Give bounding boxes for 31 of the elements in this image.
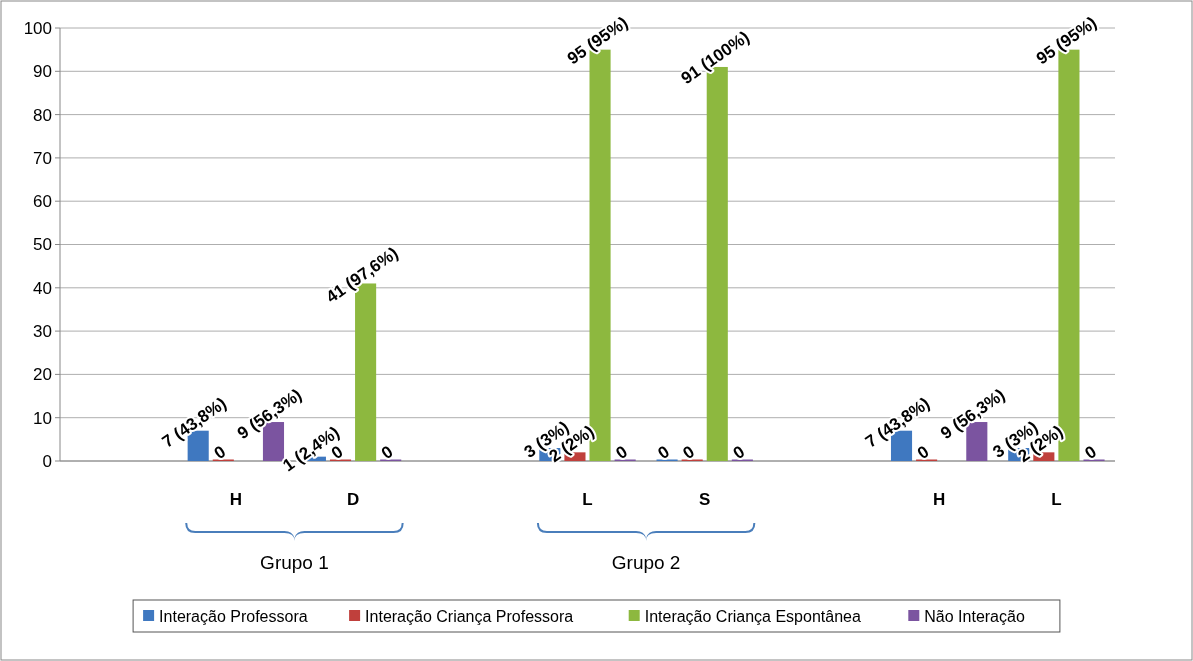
text: Grupo 1 — [260, 552, 329, 573]
x-tick-label: L — [582, 490, 593, 509]
x-tick-label: L — [1051, 490, 1062, 509]
data-label: 0 — [612, 442, 632, 464]
y-tick-label: 20 — [33, 365, 52, 385]
x-tick-label: H — [229, 490, 242, 509]
y-tick-label: 80 — [33, 105, 52, 125]
y-tick-label: 30 — [33, 322, 52, 342]
y-tick-label: 60 — [33, 192, 52, 212]
x-tick-label: D — [346, 490, 360, 509]
y-tick-label: 40 — [33, 278, 52, 298]
y-tick-label: 0 — [42, 451, 52, 471]
x-tick-label: H — [933, 490, 946, 509]
y-tick-label: 90 — [33, 62, 52, 82]
y-tick-label: 10 — [33, 408, 52, 428]
text: Grupo 2 — [611, 552, 681, 573]
legend-label: Não Interação — [924, 607, 1025, 625]
y-tick-label: 50 — [33, 235, 52, 255]
data-label: 0 — [210, 442, 230, 464]
legend-label: Interação Criança Espontânea — [644, 607, 861, 625]
data-label: 0 — [913, 442, 933, 464]
data-label: 0 — [679, 442, 699, 464]
data-label: 0 — [1081, 442, 1100, 464]
x-tick-label: S — [699, 490, 711, 509]
data-label: 0 — [654, 442, 674, 464]
data-label: 0 — [378, 442, 397, 464]
legend-label: Interação Professora — [159, 607, 308, 625]
legend-label: Interação Criança Professora — [365, 607, 574, 625]
y-tick-label: 70 — [33, 148, 52, 168]
y-tick-label: 100 — [23, 18, 52, 38]
data-label: 0 — [729, 442, 749, 464]
